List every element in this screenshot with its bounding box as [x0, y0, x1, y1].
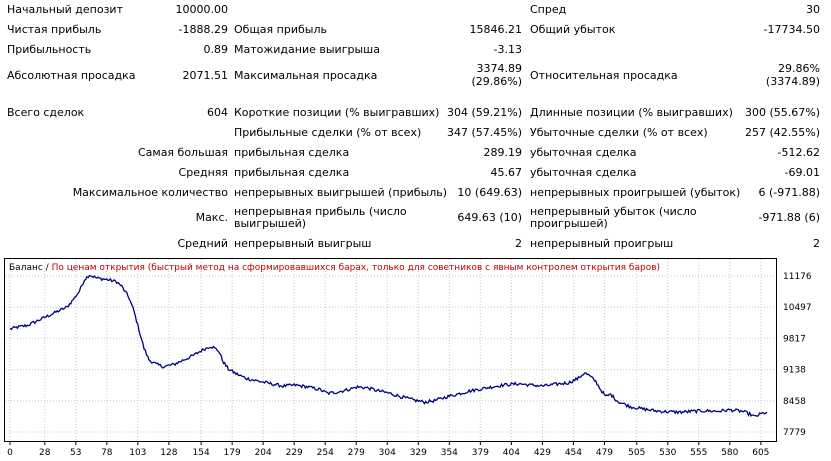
x-tick-label: 555 [690, 448, 707, 458]
loss-trades-label: Убыточные сделки (% от всех) [530, 126, 708, 139]
x-tick-label: 304 [379, 448, 396, 458]
x-axis-ticks: 0 28 53 78 103 128 154 179 204 229 254 279 304 329 354… [7, 441, 769, 458]
max-drawdown-label: Максимальная просадка [234, 69, 378, 82]
spread-value: 30 [806, 3, 820, 16]
x-tick-label: 605 [752, 448, 769, 458]
y-axis-ticks: 11176 10497 9817 9138 8458 7779 [783, 272, 812, 438]
short-positions-value: 304 (59.21%) [446, 106, 522, 119]
max-amount-wins-label: непрерывная прибыль (число выигрышей) [234, 205, 407, 230]
x-tick-label: 580 [721, 448, 738, 458]
x-tick-label: 229 [286, 448, 303, 458]
long-positions-label: Длинные позиции (% выигравших) [530, 106, 733, 119]
profit-trades-value: 347 (57.45%) [446, 126, 522, 139]
x-tick-label: 379 [472, 448, 489, 458]
short-positions-label: Короткие позиции (% выигравших) [234, 106, 440, 119]
max-count-label: Максимальное количество [72, 186, 228, 199]
net-profit-value: -1888.29 [178, 23, 228, 36]
legend-note: По ценам открытия (быстрый метод на сфор… [52, 263, 660, 273]
x-tick-label: 254 [317, 448, 334, 458]
y-tick-label: 7779 [783, 428, 806, 438]
max-drawdown-value: 3374.89 [476, 62, 523, 75]
largest-loss-label: убыточная сделка [530, 146, 637, 159]
gross-loss-label: Общий убыток [530, 23, 616, 36]
rel-drawdown-label: Относительная просадка [530, 69, 678, 82]
x-tick-label: 404 [503, 448, 520, 458]
y-tick-label: 8458 [783, 397, 806, 407]
loss-trades-value: 257 (42.55%) [744, 126, 820, 139]
avg-consecutive-label: Средний [177, 237, 228, 250]
max-amount-label: Макс. [195, 211, 228, 224]
rel-drawdown-percent: 29.86% [778, 62, 820, 75]
x-tick-label: 0 [7, 448, 13, 458]
largest-profit-value: 289.19 [483, 146, 523, 159]
max-amount-losses-value: -971.88 (6) [758, 211, 820, 224]
x-tick-label: 279 [348, 448, 365, 458]
legend-separator: / [43, 263, 52, 273]
largest-label: Самая большая [137, 146, 228, 159]
average-profit-value: 45.67 [490, 166, 523, 179]
x-tick-label: 128 [160, 448, 177, 458]
x-tick-label: 103 [129, 448, 146, 458]
x-tick-label: 78 [101, 448, 113, 458]
largest-loss-value: -512.62 [777, 146, 820, 159]
x-tick-label: 204 [255, 448, 272, 458]
x-tick-label: 429 [534, 448, 551, 458]
expected-payoff-label: Матожидание выигрыша [234, 43, 380, 56]
gross-profit-value: 15846.21 [469, 23, 523, 36]
x-tick-label: 530 [659, 448, 676, 458]
y-tick-label: 9817 [783, 334, 806, 344]
average-loss-label: убыточная сделка [530, 166, 637, 179]
x-tick-label: 154 [193, 448, 210, 458]
gross-loss-value: -17734.50 [763, 23, 820, 36]
spread-label: Спред [530, 3, 567, 16]
max-drawdown-percent: (29.86%) [471, 75, 522, 88]
largest-profit-label: прибыльная сделка [234, 146, 350, 159]
x-tick-label: 354 [441, 448, 458, 458]
average-label: Средняя [178, 166, 228, 179]
avg-consecutive-losses-label: непрерывный проигрыш [530, 237, 674, 250]
x-tick-label: 479 [596, 448, 613, 458]
long-positions-value: 300 (55.67%) [744, 106, 820, 119]
net-profit-label: Чистая прибыль [7, 23, 102, 36]
chart-legend: Баланс / По ценам открытия (быстрый мето… [9, 263, 660, 273]
max-count-losses-value: 6 (-971.88) [758, 186, 820, 199]
balance-series-line [9, 274, 768, 417]
profit-factor-value: 0.89 [203, 43, 229, 56]
avg-consecutive-losses-value: 2 [813, 237, 820, 250]
total-trades-value: 604 [207, 106, 228, 119]
y-tick-label: 11176 [783, 272, 812, 282]
expected-payoff-value: -3.13 [493, 43, 522, 56]
total-trades-label: Всего сделок [7, 106, 85, 119]
chart-grid [5, 259, 776, 441]
average-profit-label: прибыльная сделка [234, 166, 350, 179]
abs-drawdown-value: 2071.51 [182, 69, 229, 82]
max-amount-losses-label: непрерывный убыток (число проигрышей) [530, 205, 697, 230]
average-loss-value: -69.01 [784, 166, 820, 179]
rel-drawdown-value: (3374.89) [765, 75, 820, 88]
legend-series-name: Баланс [9, 263, 43, 273]
y-tick-label: 9138 [783, 366, 806, 376]
x-tick-label: 454 [565, 448, 582, 458]
initial-deposit-value: 10000.00 [175, 3, 229, 16]
x-tick-label: 505 [628, 448, 645, 458]
x-tick-label: 329 [410, 448, 427, 458]
gross-profit-label: Общая прибыль [234, 23, 327, 36]
x-tick-label: 179 [224, 448, 241, 458]
chart-plot-area [4, 258, 777, 442]
avg-consecutive-wins-label: непрерывный выигрыш [234, 237, 372, 250]
y-tick-label: 10497 [783, 303, 812, 313]
profit-trades-label: Прибыльные сделки (% от всех) [234, 126, 422, 139]
avg-consecutive-wins-value: 2 [515, 237, 522, 250]
max-count-wins-value: 10 (649.63) [457, 186, 522, 199]
max-count-wins-label: непрерывных выигрышей (прибыль) [234, 186, 448, 199]
max-count-losses-label: непрерывных проигрышей (убыток) [530, 186, 741, 199]
profit-factor-label: Прибыльность [7, 43, 92, 56]
abs-drawdown-label: Абсолютная просадка [7, 69, 136, 82]
initial-deposit-label: Начальный депозит [7, 3, 123, 16]
balance-chart: Баланс / По ценам открытия (быстрый мето… [4, 258, 812, 458]
max-amount-wins-value: 649.63 (10) [457, 211, 522, 224]
x-tick-label: 28 [39, 448, 51, 458]
x-tick-label: 53 [70, 448, 81, 458]
